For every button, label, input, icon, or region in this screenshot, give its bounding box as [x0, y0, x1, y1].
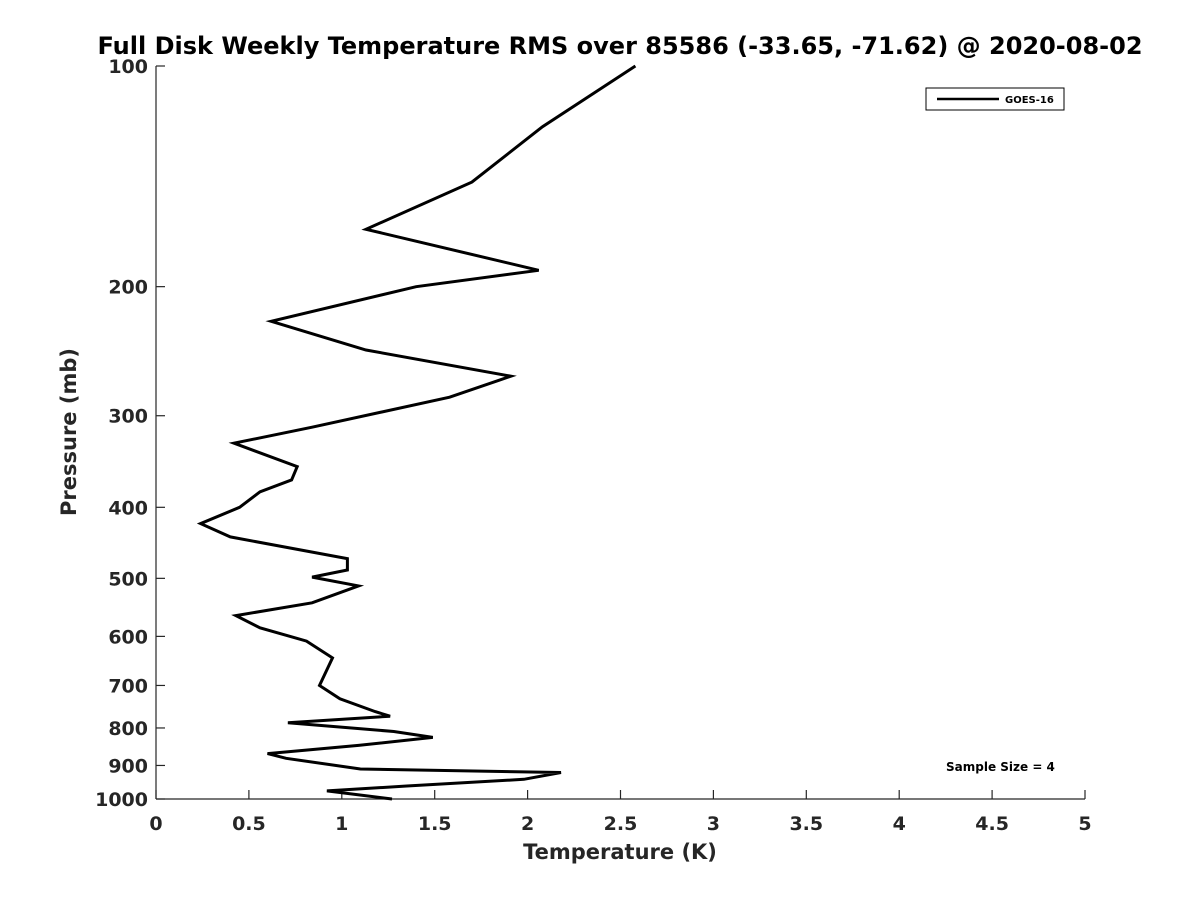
x-tick-label: 3	[707, 813, 720, 835]
y-axis-label: Pressure (mb)	[57, 348, 81, 516]
y-tick-label: 1000	[95, 789, 148, 811]
y-tick-label: 300	[108, 406, 148, 428]
legend-label-goes-16: GOES-16	[1005, 95, 1054, 106]
x-tick-label: 0	[149, 813, 162, 835]
x-tick-label: 4.5	[975, 813, 1009, 835]
x-axis-ticks: 0 0.5 1 1.5 2 2.5 3 3.5 4 4.5 5	[149, 790, 1092, 835]
sample-size-annotation: Sample Size = 4	[946, 760, 1055, 774]
y-tick-label: 600	[108, 626, 148, 648]
x-tick-label: 5	[1078, 813, 1091, 835]
x-tick-label: 0.5	[232, 813, 266, 835]
x-axis-label: Temperature (K)	[523, 840, 717, 864]
y-axis-ticks: 100 200 300 400 500 600 700 800 900 1000	[95, 56, 165, 811]
x-tick-label: 2	[521, 813, 534, 835]
x-tick-label: 3.5	[789, 813, 823, 835]
y-tick-label: 400	[108, 497, 148, 519]
x-tick-label: 2.5	[604, 813, 638, 835]
y-tick-label: 900	[108, 755, 148, 777]
x-tick-label: 1.5	[418, 813, 452, 835]
y-tick-label: 700	[108, 675, 148, 697]
series-line-goes-16	[196, 64, 637, 801]
y-tick-label: 800	[108, 718, 148, 740]
x-tick-label: 4	[893, 813, 906, 835]
y-tick-label: 500	[108, 568, 148, 590]
legend: GOES-16	[925, 87, 1065, 111]
chart-title: Full Disk Weekly Temperature RMS over 85…	[97, 32, 1142, 60]
y-tick-label: 200	[108, 277, 148, 299]
series-layer	[196, 64, 637, 801]
y-tick-label: 100	[108, 56, 148, 78]
x-tick-label: 1	[335, 813, 348, 835]
